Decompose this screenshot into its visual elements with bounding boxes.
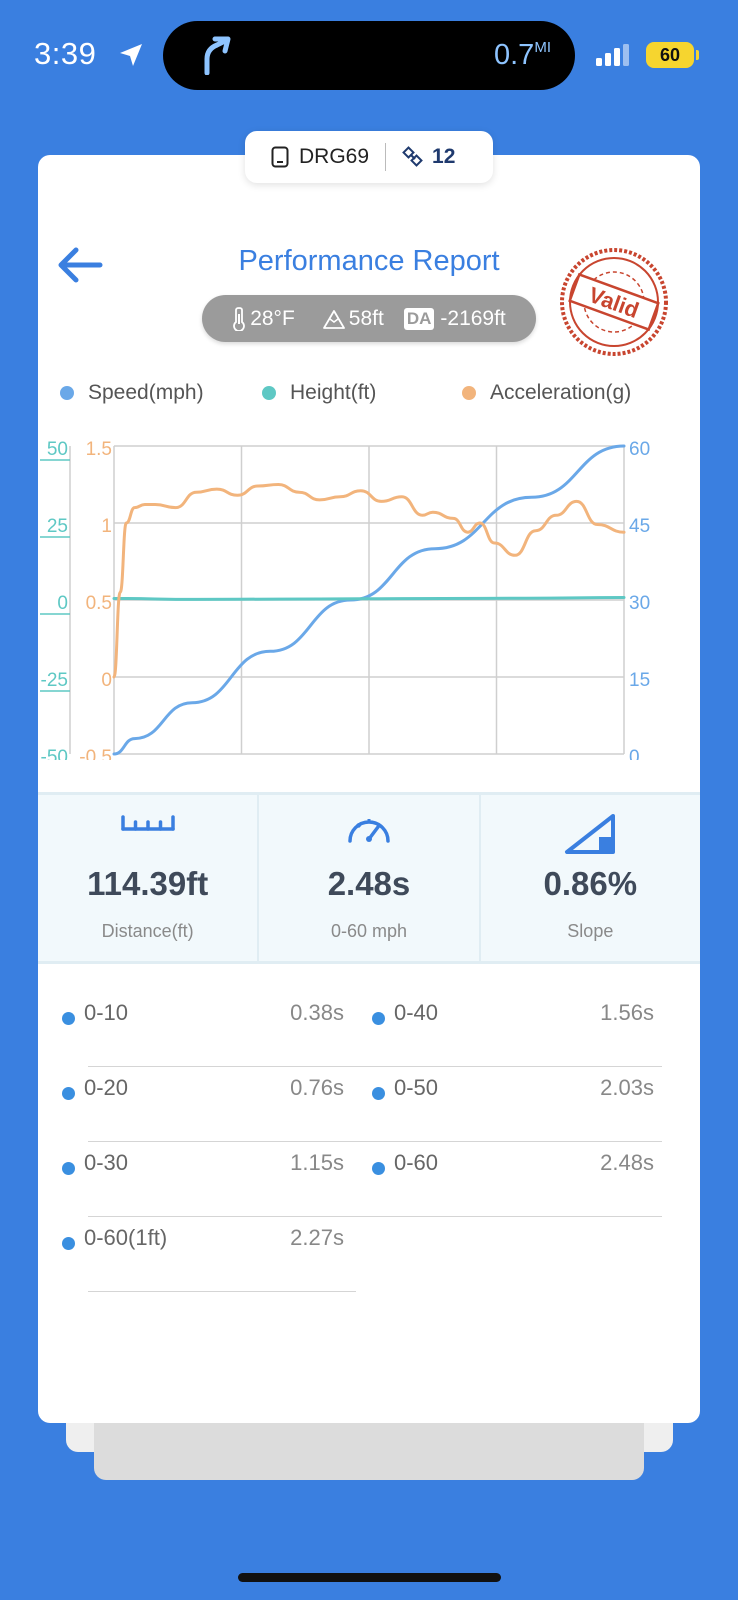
split-row: 0-30 1.15s [62, 1150, 662, 1217]
stat-zero-to-sixty: 2.48s 0-60 mph [259, 795, 481, 961]
speed-axis-tick: 0 [629, 747, 640, 760]
split-time: 1.15s [290, 1150, 344, 1175]
device-icon [271, 146, 289, 168]
split-row: 0-60 2.48s [372, 1150, 654, 1210]
acceleration-axis-tick: 0.5 [86, 593, 112, 614]
split-dot [372, 1012, 385, 1025]
altitude: 58ft [322, 306, 384, 331]
series-line-speed [112, 444, 626, 756]
split-divider [88, 1066, 662, 1067]
legend-dot [462, 386, 476, 400]
split-row: 0-20 0.76s [62, 1075, 662, 1142]
legend-dot [60, 386, 74, 400]
thermometer-icon [233, 306, 246, 331]
speed-axis-tick: 60 [629, 439, 650, 460]
split-dot [372, 1162, 385, 1175]
da-badge: DA [403, 307, 435, 330]
conditions-pill: 28°F 58ft DA -2169ft [202, 295, 536, 342]
split-row: 0-60(1ft) 2.27s [62, 1225, 356, 1292]
status-time: 3:39 [34, 36, 97, 71]
split-time: 0.76s [290, 1075, 344, 1100]
split-dot [62, 1012, 75, 1025]
temperature: 28°F [232, 307, 295, 331]
legend-height[interactable]: Height(ft) [262, 381, 376, 405]
legend-acceleration[interactable]: Acceleration(g) [462, 381, 631, 405]
split-time: 2.48s [600, 1150, 654, 1175]
split-row: 0-10 0.38s [62, 1000, 662, 1067]
split-dot [62, 1237, 75, 1250]
back-arrow-icon[interactable] [56, 245, 104, 285]
turn-right-icon [204, 36, 231, 75]
device-name: DRG69 [299, 145, 370, 168]
height-axis-tick: 25 [47, 516, 68, 537]
stat-label: Distance(ft) [101, 921, 194, 941]
split-time: 2.03s [600, 1075, 654, 1100]
valid-stamp: Valid [560, 248, 668, 356]
split-time: 1.56s [600, 1000, 654, 1025]
home-indicator[interactable] [238, 1573, 501, 1582]
split-dot [62, 1162, 75, 1175]
legend-dot [262, 386, 276, 400]
split-dot [372, 1087, 385, 1100]
divider [385, 143, 387, 171]
height-axis-tick: -50 [41, 747, 68, 760]
density-altitude-value: -2169ft [440, 306, 506, 330]
navigation-distance: 0.7MI [494, 39, 551, 71]
speed-axis-tick: 30 [629, 593, 650, 614]
dynamic-island-navigation[interactable]: 0.7MI [163, 21, 575, 90]
stat-value: 114.39ft [87, 865, 209, 902]
split-label: 0-60 [394, 1150, 439, 1175]
satellite-count: 12 [432, 145, 456, 168]
height-axis-tick: -25 [41, 670, 68, 691]
acceleration-axis-tick: -0.5 [79, 747, 112, 760]
height-axis-tick: 50 [47, 439, 68, 460]
temperature-value: 28°F [250, 306, 295, 330]
split-row: 0-40 1.56s [372, 1000, 654, 1060]
split-label: 0-20 [84, 1075, 129, 1100]
split-divider [88, 1216, 662, 1217]
split-label: 0-10 [84, 1000, 129, 1025]
performance-chart: 50 25 0 -25 -50 1.5 1 0.5 0 -0.5 60 45 30 15 0 [40, 439, 650, 760]
battery-indicator: 60 [646, 42, 694, 68]
split-row: 0-50 2.03s [372, 1075, 654, 1135]
slope-icon [565, 814, 616, 854]
series-line-accel [112, 482, 626, 679]
ruler-icon [120, 815, 175, 831]
acceleration-axis-tick: 1.5 [86, 439, 112, 460]
cellular-signal-icon [596, 44, 629, 66]
altitude-value: 58ft [348, 306, 384, 330]
split-label: 0-60(1ft) [84, 1225, 168, 1250]
split-divider [88, 1141, 662, 1142]
split-dot [62, 1087, 75, 1100]
satellite-icon [402, 146, 423, 167]
stat-label: 0-60 mph [330, 921, 408, 941]
split-label: 0-40 [394, 1000, 439, 1025]
speed-axis-tick: 45 [629, 516, 650, 537]
location-arrow-icon [120, 44, 142, 66]
stat-label: Slope [567, 921, 614, 941]
report-card [38, 155, 700, 1423]
speedometer-icon [348, 819, 390, 843]
stat-value: 0.86% [543, 865, 638, 902]
legend-speed[interactable]: Speed(mph) [60, 381, 204, 405]
speed-axis-tick: 15 [629, 670, 650, 691]
acceleration-axis-tick: 0 [101, 670, 112, 691]
height-axis-tick: 0 [57, 593, 68, 614]
mountain-icon [322, 309, 345, 329]
page-title: Performance Report [238, 245, 500, 277]
stat-value: 2.48s [327, 865, 411, 902]
stat-slope: 0.86% Slope [481, 795, 700, 961]
split-label: 0-30 [84, 1150, 129, 1175]
split-time: 2.27s [290, 1225, 344, 1250]
split-time: 0.38s [290, 1000, 344, 1025]
split-label: 0-50 [394, 1075, 439, 1100]
device-pill[interactable]: DRG69 12 [245, 131, 493, 183]
split-divider [88, 1291, 356, 1292]
stats-row: 114.39ft Distance(ft) 2.48s 0-60 mph 0.8… [38, 792, 700, 964]
acceleration-axis-tick: 1 [101, 516, 112, 537]
battery-tip [696, 50, 699, 60]
series-line-height [112, 596, 626, 601]
stat-distance: 114.39ft Distance(ft) [38, 795, 260, 961]
